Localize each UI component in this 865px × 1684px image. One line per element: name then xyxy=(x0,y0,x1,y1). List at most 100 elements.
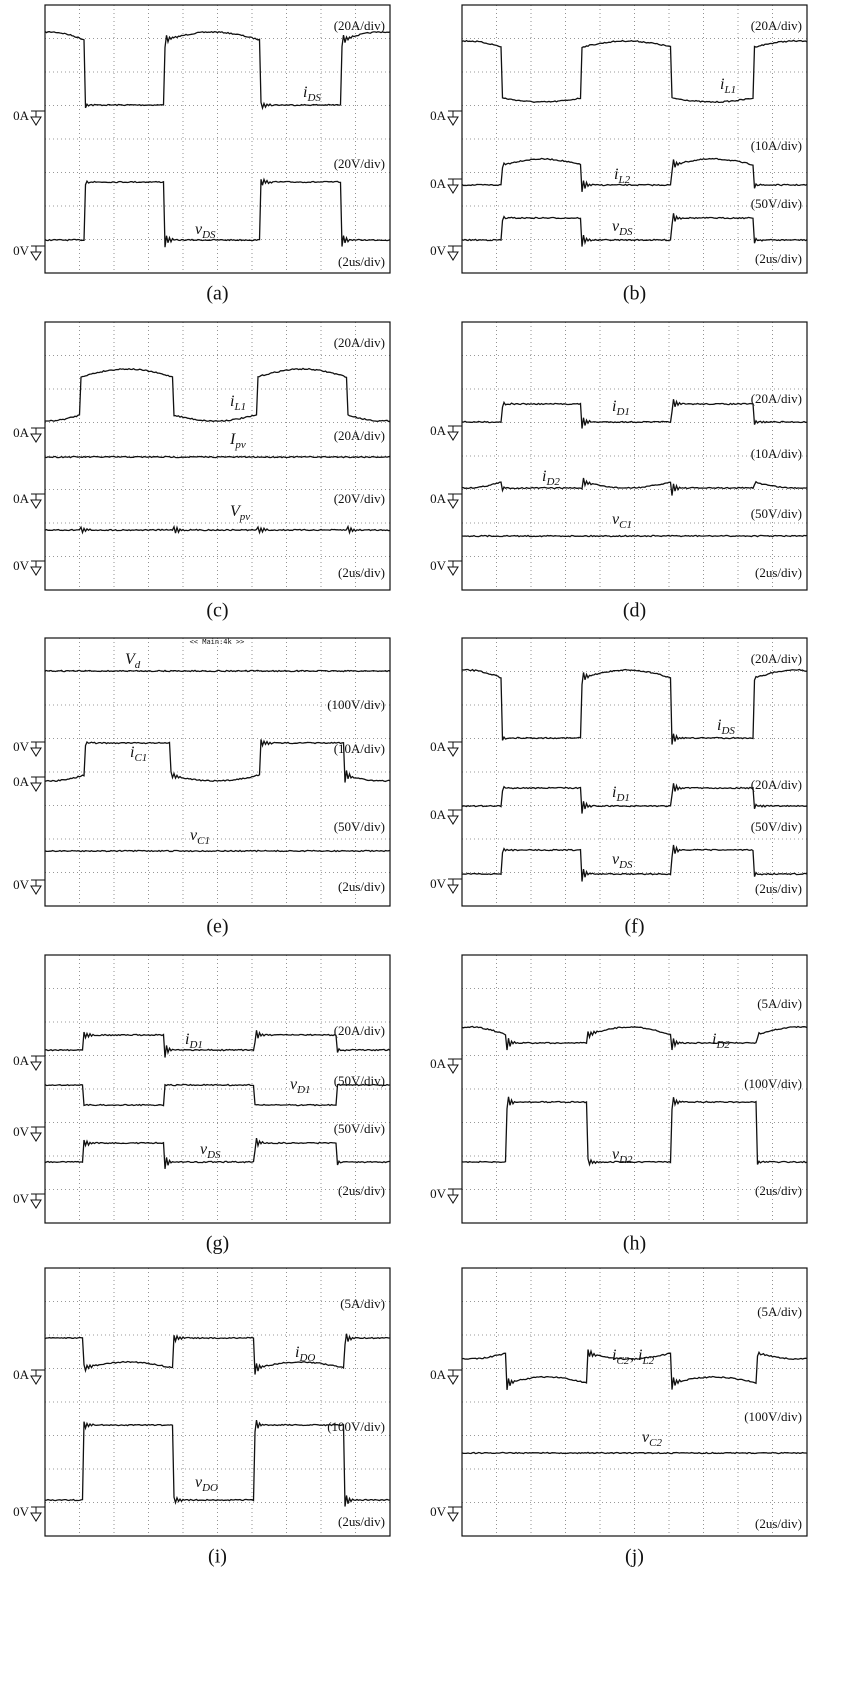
trace-label: vDS xyxy=(612,218,633,238)
trace-label: vD2 xyxy=(612,1146,633,1166)
waveform xyxy=(45,456,390,457)
scale-label: (20A/div) xyxy=(334,335,385,350)
scale-label: (20A/div) xyxy=(334,18,385,33)
scale-label: (2us/div) xyxy=(755,565,802,580)
scope-panel: (20A/div)(50V/div)(50V/div)(2us/div)iD1v… xyxy=(13,955,390,1255)
trace-subscript: pv xyxy=(239,511,251,523)
ground-label: 0A xyxy=(430,491,447,506)
waveform xyxy=(462,1452,807,1453)
trace-label: iC1 xyxy=(130,744,147,764)
ground-label: 0V xyxy=(13,1191,30,1206)
scale-label: (5A/div) xyxy=(757,996,802,1011)
trace-subscript: L1 xyxy=(723,84,736,96)
ground-label: 0A xyxy=(430,423,447,438)
ground-symbol xyxy=(448,1370,462,1384)
scale-label: (100V/div) xyxy=(744,1409,802,1424)
panel-caption: (h) xyxy=(623,1233,646,1255)
ground-symbol xyxy=(31,561,45,575)
ground-label: 0A xyxy=(13,425,30,440)
ground-label: 0A xyxy=(13,774,30,789)
panel-caption: (e) xyxy=(206,916,228,938)
trace-label: vD1 xyxy=(290,1076,311,1096)
scale-label: (2us/div) xyxy=(338,1514,385,1529)
scale-label: (50V/div) xyxy=(334,1121,385,1136)
trace-label: iD1 xyxy=(612,398,630,418)
scale-label: (10A/div) xyxy=(751,138,802,153)
ground-symbol xyxy=(31,777,45,791)
panel-caption: (d) xyxy=(623,600,646,622)
trace-label: iL1 xyxy=(230,393,246,413)
scale-label: (10A/div) xyxy=(334,741,385,756)
ground-symbol xyxy=(448,1059,462,1073)
trace-subscript: DS xyxy=(618,859,633,871)
scale-label: (100V/div) xyxy=(327,1419,385,1434)
ground-label: 0V xyxy=(430,1186,447,1201)
ground-label: 0A xyxy=(430,108,447,123)
trace-subscript: C2 xyxy=(649,1437,662,1449)
waveform xyxy=(462,535,807,536)
ground-symbol xyxy=(31,494,45,508)
ground-label: 0V xyxy=(13,243,30,258)
panel-caption: (g) xyxy=(206,1233,229,1255)
scope-panel: (5A/div)(100V/div)(2us/div)iD2vD20A0V(h) xyxy=(430,955,807,1255)
ground-symbol xyxy=(31,1056,45,1070)
trace-subscript: C2 xyxy=(616,1355,629,1367)
ground-symbol xyxy=(31,111,45,125)
trace-label: iD2 xyxy=(712,1031,730,1051)
ground-label: 0V xyxy=(13,739,30,754)
scale-label: (2us/div) xyxy=(338,565,385,580)
panel-caption: (f) xyxy=(625,916,645,938)
trace-subscript: DO xyxy=(298,1352,315,1364)
trace-label: iDS xyxy=(717,717,735,737)
scope-panel: (20A/div)(20A/div)(20V/div)(2us/div)iL1I… xyxy=(13,322,390,622)
scale-label: (50V/div) xyxy=(751,819,802,834)
ground-label: 0A xyxy=(13,108,30,123)
scale-label: (2us/div) xyxy=(755,1183,802,1198)
ground-label: 0V xyxy=(13,1124,30,1139)
ground-symbol xyxy=(448,111,462,125)
scale-label: (20V/div) xyxy=(334,491,385,506)
trace-subscript: C1 xyxy=(134,752,147,764)
scale-label: (10A/div) xyxy=(751,446,802,461)
ground-symbol xyxy=(31,428,45,442)
waveform xyxy=(462,478,807,496)
ground-symbol xyxy=(31,1127,45,1141)
scale-label: (5A/div) xyxy=(757,1304,802,1319)
panel-caption: (i) xyxy=(208,1546,227,1568)
trace-label: vDS xyxy=(195,221,216,241)
trace-label: vDO xyxy=(195,1474,218,1494)
trace-label: iL2 xyxy=(614,166,631,186)
trace-subscript: L2 xyxy=(641,1355,654,1367)
ground-label: 0V xyxy=(430,558,447,573)
scale-label: (20A/div) xyxy=(751,651,802,666)
trace-subscript: d xyxy=(135,659,141,671)
ground-symbol xyxy=(31,1370,45,1384)
scale-label: (20A/div) xyxy=(751,391,802,406)
ground-label: 0V xyxy=(430,876,447,891)
trace-label: Ipv xyxy=(229,431,246,451)
trace-label: iD1 xyxy=(185,1031,203,1051)
trace-label: iDS xyxy=(303,84,321,104)
ground-symbol xyxy=(448,494,462,508)
scale-label: (2us/div) xyxy=(338,1183,385,1198)
trace-label: , iL2 xyxy=(630,1347,655,1367)
waveform xyxy=(462,1097,807,1165)
scale-label: (50V/div) xyxy=(751,196,802,211)
scale-label: (2us/div) xyxy=(755,251,802,266)
ground-symbol xyxy=(448,879,462,893)
trace-label: iDO xyxy=(295,1344,315,1364)
trace-subscript: L1 xyxy=(233,401,246,413)
ground-symbol xyxy=(31,742,45,756)
trace-label: Vd xyxy=(125,651,141,671)
ground-symbol xyxy=(31,1507,45,1521)
figure: (20A/div)(20V/div)(2us/div)iDSvDS0A0V(a)… xyxy=(0,0,865,1684)
ground-symbol xyxy=(448,810,462,824)
scale-label: (5A/div) xyxy=(340,1296,385,1311)
trace-subscript: DS xyxy=(206,1149,221,1161)
ground-symbol xyxy=(448,246,462,260)
ground-label: 0A xyxy=(430,739,447,754)
trace-symbol: , i xyxy=(630,1347,642,1364)
ground-label: 0A xyxy=(430,807,447,822)
scope-panel: (20A/div)(20A/div)(50V/div)(2us/div)iDSi… xyxy=(430,638,807,938)
